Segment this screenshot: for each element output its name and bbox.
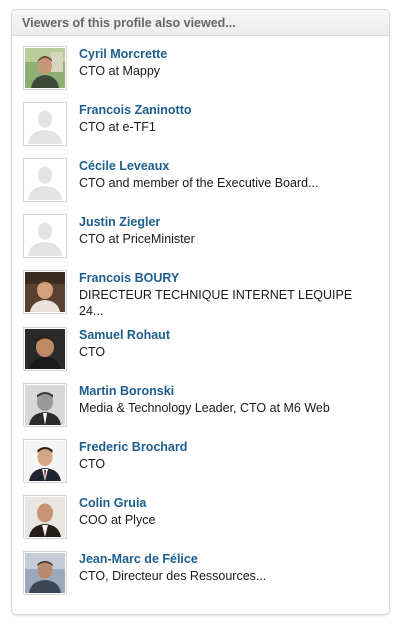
person-photo-icon [25, 441, 65, 481]
list-item: Francois Zaninotto CTO at e-TF1 [12, 92, 389, 148]
profile-photo[interactable] [23, 439, 67, 483]
placeholder-silhouette-icon [25, 104, 65, 144]
placeholder-silhouette-icon [25, 160, 65, 200]
also-viewed-panel: Viewers of this profile also viewed... C… [11, 9, 390, 615]
profile-photo[interactable] [23, 327, 67, 371]
person-name[interactable]: Frederic Brochard [79, 440, 188, 454]
person-photo-icon [25, 329, 65, 369]
profile-photo[interactable] [23, 495, 67, 539]
person-title: COO at Plyce [79, 513, 156, 527]
person-name[interactable]: Francois BOURY [79, 271, 180, 285]
person-name[interactable]: Cécile Leveaux [79, 159, 170, 173]
person-name[interactable]: Cyril Morcrette [79, 47, 168, 61]
person-name[interactable]: Colin Gruia [79, 496, 147, 510]
person-photo-icon [25, 385, 65, 425]
list-item: Cécile Leveaux CTO and member of the Exe… [12, 148, 389, 204]
list-item: Samuel Rohaut CTO [12, 317, 389, 373]
profile-photo[interactable] [23, 551, 67, 595]
profile-photo[interactable] [23, 46, 67, 90]
profile-photo[interactable] [23, 102, 67, 146]
profile-photo[interactable] [23, 214, 67, 258]
person-title: CTO at PriceMinister [79, 232, 195, 246]
person-title: CTO [79, 345, 106, 359]
list-item: Martin Boronski Media & Technology Leade… [12, 373, 389, 429]
placeholder-silhouette-icon [25, 216, 65, 256]
list-item: Frederic Brochard CTO [12, 429, 389, 485]
person-title: CTO at e-TF1 [79, 120, 156, 134]
person-photo-icon [25, 48, 65, 88]
list-item: Jean-Marc de Félice CTO, Directeur des R… [12, 541, 389, 597]
list-item: Justin Ziegler CTO at PriceMinister [12, 204, 389, 260]
profile-photo[interactable] [23, 383, 67, 427]
person-title: DIRECTEUR TECHNIQUE INTERNET LEQUIPE 24.… [79, 288, 353, 318]
person-title: CTO and member of the Executive Board... [79, 176, 319, 190]
person-name[interactable]: Martin Boronski [79, 384, 175, 398]
person-name[interactable]: Jean-Marc de Félice [79, 552, 198, 566]
person-name[interactable]: Francois Zaninotto [79, 103, 192, 117]
person-name[interactable]: Justin Ziegler [79, 215, 161, 229]
person-name[interactable]: Samuel Rohaut [79, 328, 170, 342]
person-photo-icon [25, 272, 65, 312]
list-item: Colin Gruia COO at Plyce [12, 485, 389, 541]
panel-title: Viewers of this profile also viewed... [12, 10, 389, 36]
list-item: Francois BOURY DIRECTEUR TECHNIQUE INTER… [12, 260, 389, 318]
person-title: CTO [79, 457, 106, 471]
person-title: CTO at Mappy [79, 64, 161, 78]
list-item: Cyril Morcrette CTO at Mappy [12, 36, 389, 92]
person-title: CTO, Directeur des Ressources... [79, 569, 267, 583]
person-photo-icon [25, 553, 65, 593]
profile-photo[interactable] [23, 158, 67, 202]
person-photo-icon [25, 497, 65, 537]
profile-photo[interactable] [23, 270, 67, 314]
person-title: Media & Technology Leader, CTO at M6 Web [79, 401, 330, 415]
